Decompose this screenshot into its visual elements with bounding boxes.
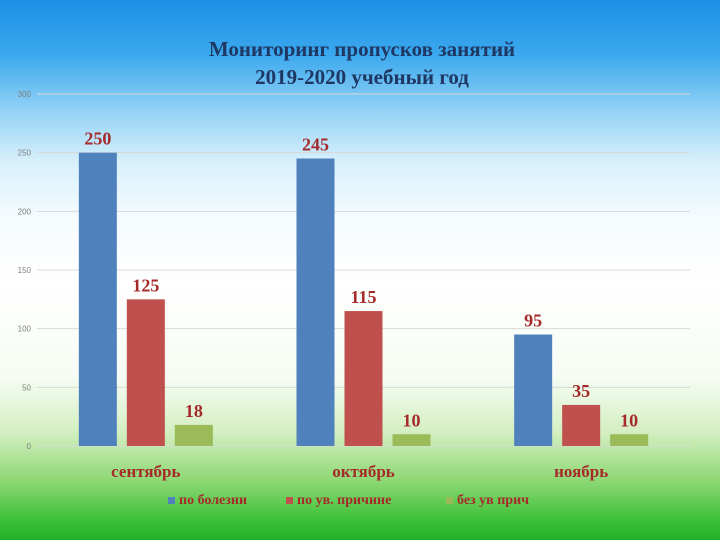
bar [78,152,117,446]
data-label: 10 [403,410,421,430]
data-label: 18 [185,401,203,421]
legend: по болезни по ув. причине без ув прич [168,493,529,508]
y-tick-label: 100 [18,325,32,334]
data-label: 95 [524,311,542,331]
bar [514,334,553,446]
chart-title-line-1: Мониторинг пропусков занятий [209,37,515,61]
data-label: 250 [84,129,111,149]
y-tick-label: 0 [27,442,32,451]
x-tick-label: октябрь [332,462,395,481]
bar [126,299,165,446]
legend-label: по болезни [179,493,247,508]
y-axis: 0 50 100 150 200 250 300 [18,90,32,451]
y-tick-label: 150 [18,266,32,275]
x-tick-label: ноябрь [554,462,608,481]
chart-title: Мониторинг пропусков занятий 2019-2020 у… [209,37,515,89]
bar [610,434,649,446]
legend-swatch [446,497,453,504]
chart-title-line-2: 2019-2020 учебный год [255,65,469,89]
x-axis: сентябрь октябрь ноябрь [111,462,608,481]
bars [78,152,649,447]
y-tick-label: 200 [18,207,32,216]
y-tick-label: 250 [18,149,32,158]
data-labels: 250 125 18 245 115 10 95 35 10 [84,129,638,431]
x-tick-label: сентябрь [111,462,180,481]
legend-swatch [168,497,175,504]
data-label: 125 [132,275,159,295]
legend-swatch [286,497,293,504]
bar [562,404,601,446]
data-label: 245 [302,135,329,155]
data-label: 115 [350,287,376,307]
y-tick-label: 300 [18,90,32,99]
bar [344,311,383,446]
bar [392,434,431,446]
y-tick-label: 50 [22,383,31,392]
legend-label: по ув. причине [297,493,391,508]
bar [296,158,335,447]
legend-label: без ув прич [457,493,529,508]
bar [174,424,213,446]
data-label: 10 [620,410,638,430]
data-label: 35 [572,381,590,401]
